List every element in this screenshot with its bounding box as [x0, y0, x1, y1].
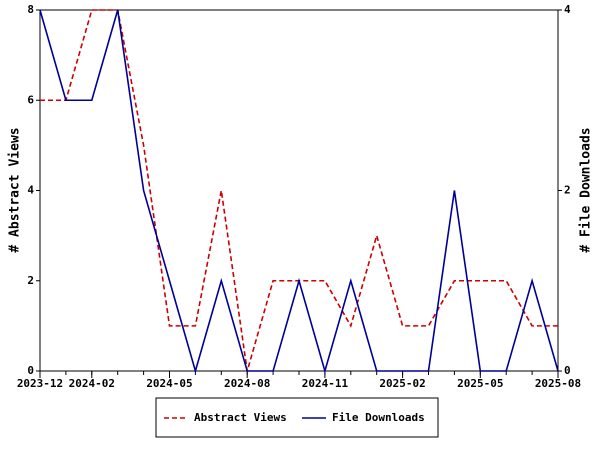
x-tick-label: 2025-05: [457, 377, 503, 390]
y-tick-label: 0: [27, 364, 34, 377]
x-tick-label: 2024-11: [302, 377, 349, 390]
y-tick-label: 8: [27, 3, 34, 16]
y2-axis-label: # File Downloads: [579, 127, 594, 252]
series-line: [40, 9, 558, 372]
x-tick-label: 2024-05: [146, 377, 192, 390]
y2-tick-label: 2: [564, 184, 571, 197]
y-tick-label: 4: [27, 184, 34, 197]
x-tick-label: 2025-02: [379, 377, 425, 390]
legend-label: Abstract Views: [194, 411, 287, 424]
legend-box: [155, 397, 439, 438]
x-tick-label: 2024-02: [69, 377, 115, 390]
x-tick-label: 2024-08: [224, 377, 270, 390]
series-line: [39, 9, 559, 374]
x-tick-label: 2025-08: [535, 377, 581, 390]
y-tick-label: 6: [27, 93, 34, 106]
plot-frame: [39, 9, 559, 372]
y2-tick-label: 4: [564, 3, 571, 16]
y2-tick-label: 0: [564, 364, 571, 377]
y-axis-label: # Abstract Views: [8, 127, 23, 252]
legend-label: File Downloads: [332, 411, 425, 424]
x-tick-label: 2023-12: [17, 377, 63, 390]
y-tick-label: 2: [27, 274, 34, 287]
